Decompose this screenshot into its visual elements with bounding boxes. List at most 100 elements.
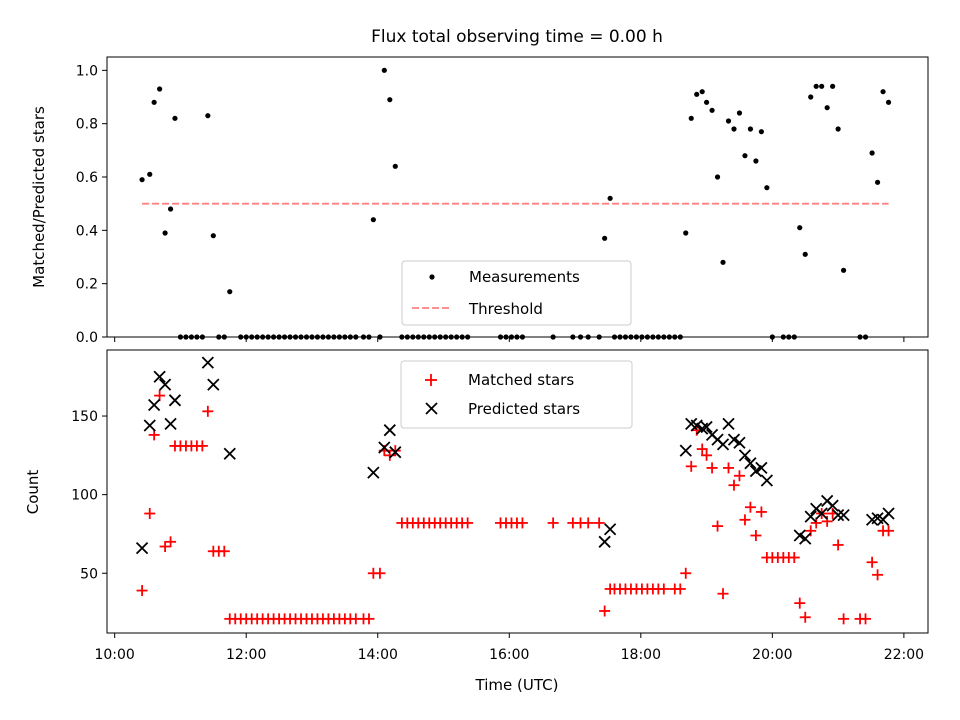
matched-star-point <box>599 605 611 617</box>
legend-marker-predicted <box>425 402 438 415</box>
measurement-point <box>210 233 216 239</box>
bottom-y-tick-label: 50 <box>80 566 98 582</box>
matched-star-point <box>196 440 208 452</box>
bottom-y-tick-label: 150 <box>71 409 98 425</box>
matched-star-point <box>805 525 817 537</box>
matched-star-point <box>218 545 230 557</box>
measurement-point <box>688 115 694 121</box>
measurement-point <box>602 235 608 241</box>
measurement-point <box>683 230 689 236</box>
matched-star-point <box>516 517 528 529</box>
predicted-star-point <box>755 461 768 475</box>
measurement-point <box>720 259 726 265</box>
count-series <box>135 356 895 625</box>
legend-label-measurements: Measurements <box>469 268 580 286</box>
matched-star-point <box>794 597 806 609</box>
predicted-star-point <box>793 529 806 542</box>
matched-star-point <box>744 501 756 513</box>
measurement-point <box>813 83 819 89</box>
predicted-star-point <box>837 508 850 522</box>
measurement-point <box>824 105 830 111</box>
measurement-point <box>151 99 157 105</box>
measurement-point <box>880 89 886 95</box>
measurement-point <box>714 174 721 180</box>
top-y-tick-label: 1.0 <box>76 63 98 79</box>
matched-star-point <box>838 613 850 625</box>
measurement-point <box>840 267 847 273</box>
measurement-point <box>835 126 841 132</box>
bottom-legend: Matched stars Predicted stars <box>400 360 633 429</box>
measurement-point <box>167 206 174 212</box>
measurement-point <box>797 225 803 231</box>
matched-star-point <box>832 539 844 551</box>
predicted-star-point <box>207 378 220 391</box>
matched-star-point <box>866 556 878 568</box>
predicted-star-point <box>826 499 839 512</box>
predicted-star-point <box>738 449 752 462</box>
chart-title: Flux total observing time = 0.00 h <box>371 27 663 47</box>
matched-star-point <box>593 517 605 529</box>
matched-star-point <box>733 470 745 482</box>
matched-star-point <box>384 449 396 461</box>
measurement-point <box>709 107 715 113</box>
matched-star-point <box>154 390 166 402</box>
bottom-y-axis-label: Count <box>24 470 42 515</box>
top-y-axis: 0.0 0.2 0.4 0.6 0.8 1.0 <box>76 63 107 346</box>
predicted-star-point <box>760 474 774 487</box>
matched-star-point <box>374 567 386 579</box>
x-tick-label: 20:00 <box>752 647 792 663</box>
predicted-star-point <box>690 419 703 432</box>
legend-label-matched: Matched stars <box>468 371 574 389</box>
predicted-star-point <box>603 523 617 536</box>
matched-star-point <box>547 517 559 529</box>
measurement-point <box>381 67 387 73</box>
matched-star-point <box>144 508 156 520</box>
x-tick-label: 12:00 <box>226 647 266 663</box>
measurement-point <box>885 99 892 105</box>
measurement-point <box>699 89 705 95</box>
measurement-point <box>725 118 732 124</box>
measurement-point <box>869 150 875 156</box>
top-axes-frame <box>106 56 929 338</box>
bottom-y-axis: 50 100 150 <box>71 409 107 582</box>
matched-star-point <box>712 520 724 532</box>
x-tick-label: 14:00 <box>358 647 398 663</box>
top-y-tick-label: 0.4 <box>76 223 98 239</box>
matched-star-point <box>685 460 697 472</box>
predicted-star-point <box>815 507 828 520</box>
measurement-point <box>731 126 737 132</box>
predicted-star-point <box>389 446 402 459</box>
bottom-axes-frame <box>106 349 929 634</box>
matched-star-point <box>717 588 729 600</box>
matched-star-point <box>136 585 148 597</box>
top-legend: Measurements Threshold <box>401 260 632 326</box>
x-axis-label: Time (UTC) <box>475 676 559 694</box>
measurement-point <box>753 158 759 164</box>
measurement-point <box>742 153 748 159</box>
measurement-point <box>370 217 376 223</box>
matched-star-point <box>739 514 751 526</box>
top-x-axis <box>114 337 905 342</box>
top-y-tick-label: 0.6 <box>76 170 98 186</box>
matched-star-point <box>159 541 171 553</box>
matched-star-point <box>363 613 375 625</box>
matched-star-point <box>582 517 594 529</box>
predicted-star-point <box>223 447 236 460</box>
predicted-star-point <box>168 394 182 407</box>
matched-star-point <box>821 515 833 527</box>
measurement-point <box>736 110 743 116</box>
predicted-star-point <box>143 419 156 432</box>
bottom-panel: 50 100 150 10:00 12:00 14:00 16:00 18:00 20:00 2… <box>24 349 929 694</box>
x-tick-label: 18:00 <box>621 647 661 663</box>
measurement-point <box>830 83 836 89</box>
predicted-star-point <box>147 398 161 412</box>
predicted-star-point <box>679 444 692 457</box>
predicted-star-point <box>799 532 812 545</box>
matched-star-point <box>462 517 474 529</box>
bottom-y-tick-label: 100 <box>71 488 98 504</box>
predicted-star-point <box>164 417 177 431</box>
predicted-star-point <box>727 433 741 446</box>
matched-star-point <box>799 611 811 623</box>
predicted-star-point <box>700 420 713 434</box>
